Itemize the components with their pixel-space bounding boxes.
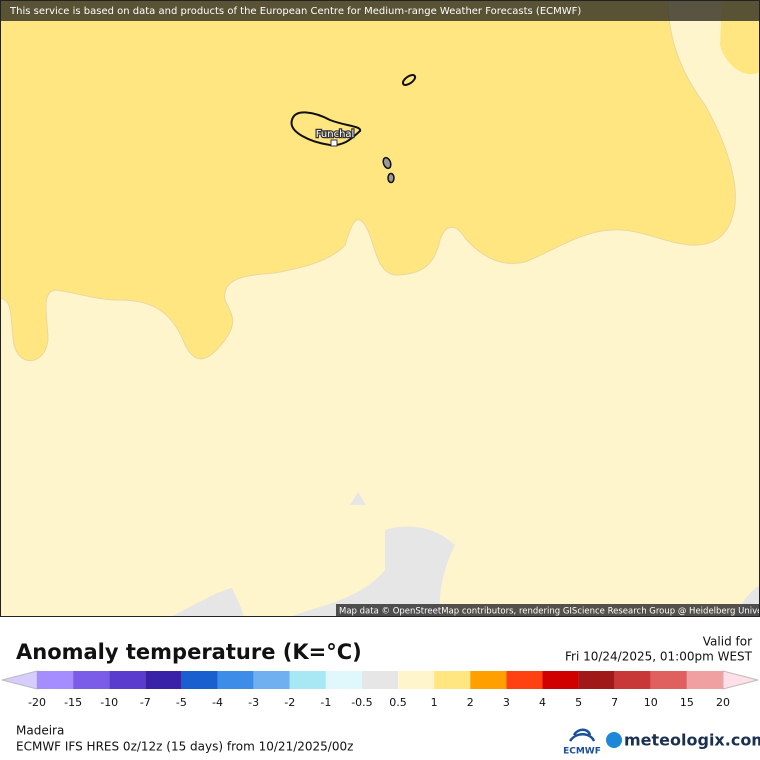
neutral-area [170,588,244,617]
model-info: ECMWF IFS HRES 0z/12z (15 days) from 10/… [16,740,353,754]
attribution-background [336,604,760,617]
colorbar-tick-label: -2 [284,696,295,709]
island [382,156,392,170]
colorbar-segment [434,671,471,689]
map: Funchal This service is based on data an… [0,0,760,617]
banner-text: This service is based on data and produc… [9,6,581,17]
colorbar-tick-label: -3 [248,696,259,709]
colorbar-tick-label: -7 [140,696,151,709]
colorbar-segment [73,671,110,689]
region: Madeira [16,724,64,738]
colorbar-tick-label: 10 [644,696,658,709]
colorbar-tick-label: 0.5 [389,696,407,709]
city-marker [330,139,338,147]
colorbar-tick-label: -0.5 [351,696,372,709]
brand: meteologix.com [624,731,760,750]
anomaly-area [0,0,736,362]
colorbar-segment [398,671,435,689]
colorbar-tick-label: 7 [611,696,618,709]
colorbar-segment [37,671,74,689]
colorbar-tick-label: 4 [539,696,546,709]
valid-time: Fri 10/24/2025, 01:00pm WEST [565,650,753,664]
neutral-area [290,526,455,617]
colorbar-under [1,670,38,690]
colorbar-segment [470,671,507,689]
city-label: Funchal [316,129,355,140]
island [401,74,417,86]
colorbar-segment [217,671,254,689]
colorbar-segment [289,671,326,689]
colorbar-tick-label: -4 [212,696,223,709]
brand-icon [606,732,622,748]
colorbar-segment [542,671,579,689]
colorbar-tick-label: 3 [503,696,510,709]
colorbar-segment [361,671,399,689]
colorbar-tick-label: -10 [100,696,118,709]
valid-label: Valid for [703,635,752,649]
colorbar-over [722,670,759,690]
colorbar-segment [145,671,182,689]
banner-background [0,0,760,21]
attribution-text: Map data © OpenStreetMap contributors, r… [339,607,760,617]
colorbar-tick-label: 1 [431,696,438,709]
colorbar-segment [325,671,362,689]
colorbar-segment [686,671,723,689]
colorbar-segment [650,671,687,689]
colorbar-segment [109,671,146,689]
colorbar: -20 -15 -10 -7 -5 -4 -3 -2 -1 -0.5 0.5 1 2 3 4 5 7 10 15 20 [1,670,759,709]
colorbar-tick-label: -1 [320,696,331,709]
colorbar-tick-label: -20 [28,696,46,709]
ecmwf-text: ECMWF [563,747,601,757]
colorbar-tick-label: 20 [716,696,730,709]
island [387,172,395,184]
ecmwf-logo: ECMWF [563,728,601,757]
colorbar-tick-label: 2 [467,696,474,709]
colorbar-tick-label: 15 [680,696,694,709]
colorbar-segment [253,671,290,689]
colorbar-tick-label: -5 [176,696,187,709]
legend-title: Anomaly temperature (K=°C) [16,640,362,664]
colorbar-segment [506,671,543,689]
colorbar-segment [614,671,651,689]
colorbar-segment [181,671,218,689]
colorbar-tick-label: 5 [575,696,582,709]
colorbar-tick-label: -15 [64,696,82,709]
colorbar-segment [578,671,615,689]
island [290,111,362,147]
neutral-area [350,492,366,505]
